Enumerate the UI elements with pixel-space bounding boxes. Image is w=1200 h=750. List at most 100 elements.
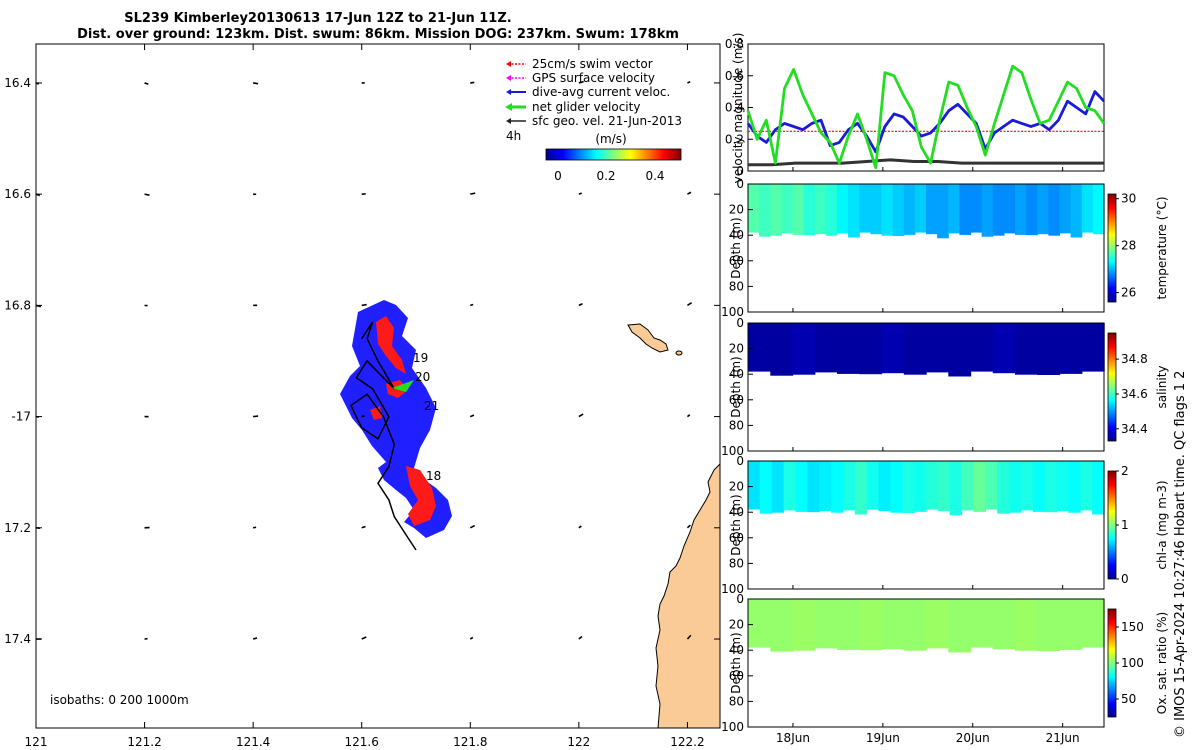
glider-track bbox=[349, 321, 417, 551]
section-cell bbox=[870, 184, 883, 235]
section-cell bbox=[1092, 461, 1105, 515]
section-cell bbox=[1092, 184, 1105, 235]
current-arrow bbox=[578, 635, 583, 640]
depth-tick-label: 40 bbox=[729, 228, 744, 242]
current-arrow bbox=[578, 192, 582, 195]
section-cell bbox=[937, 184, 949, 239]
section-cell bbox=[903, 599, 927, 651]
velocity-series-line bbox=[748, 158, 1104, 167]
depth-tick-label: 80 bbox=[729, 694, 744, 708]
depth-tick-label: 60 bbox=[729, 531, 744, 545]
depth-tick-label: 0 bbox=[736, 592, 744, 606]
depth-tick-label: 60 bbox=[729, 669, 744, 683]
current-arrow bbox=[253, 415, 259, 418]
section-frame bbox=[747, 598, 1105, 728]
section-cell bbox=[926, 184, 938, 235]
colorbar-tick-0: 0 bbox=[554, 169, 562, 183]
section-cell bbox=[1032, 461, 1046, 512]
map-y-tick-label: 17.2 bbox=[4, 521, 31, 535]
current-arrow bbox=[361, 303, 367, 307]
section-cell bbox=[792, 599, 816, 651]
depth-tick-label: 0 bbox=[736, 177, 744, 191]
colorbar-tick-label: 34.6 bbox=[1121, 387, 1148, 401]
velocity-tick-label: 0.6 bbox=[725, 69, 744, 83]
map-x-tick-label: 121.8 bbox=[453, 735, 487, 749]
legend-item-sfc-geo: sfc geo. vel. 21-Jun-2013 bbox=[506, 114, 682, 128]
section-cell bbox=[914, 461, 927, 512]
section-cell bbox=[903, 184, 916, 235]
map-panel: 19 20 21 18 121 121.2 121.4 121.6 121.8 122 12… bbox=[4, 43, 721, 749]
depth-tick-label: 20 bbox=[729, 480, 744, 494]
section-cell bbox=[1056, 461, 1069, 512]
section-cell bbox=[814, 323, 838, 373]
land-coast bbox=[655, 463, 720, 728]
velocity-tick-label: 0.4 bbox=[725, 101, 744, 115]
track-envelope-red-south bbox=[406, 466, 436, 526]
section-cell bbox=[992, 184, 1005, 236]
section-cell bbox=[1026, 184, 1038, 236]
depth-tick-label: 60 bbox=[729, 254, 744, 268]
section-cell bbox=[759, 461, 773, 514]
depth-tick-label: 40 bbox=[729, 643, 744, 657]
section-cell bbox=[948, 599, 972, 653]
section-cell bbox=[842, 461, 856, 511]
section-cell bbox=[1020, 461, 1034, 511]
net-velocity-arrow bbox=[392, 380, 414, 392]
map-frame bbox=[35, 43, 721, 729]
time-tick-label: 21Jun bbox=[1046, 731, 1080, 745]
colorbar-tick-04: 0.4 bbox=[645, 169, 664, 183]
time-tick-label: 19Jun bbox=[866, 731, 900, 745]
section-cell bbox=[770, 323, 794, 376]
depth-tick-label: 60 bbox=[729, 393, 744, 407]
island bbox=[627, 323, 669, 353]
current-arrow bbox=[687, 191, 692, 195]
colorbar-label: temperature (°C) bbox=[1155, 197, 1169, 300]
section-colorbar bbox=[1107, 608, 1117, 718]
colorbar-tick-label: 2 bbox=[1121, 464, 1129, 478]
legend-label-gps: GPS surface velocity bbox=[532, 71, 655, 85]
current-arrow bbox=[361, 636, 367, 640]
day-label-20: 20 bbox=[415, 370, 430, 384]
section-cell bbox=[866, 461, 880, 510]
section-cell bbox=[781, 184, 794, 234]
section-cell bbox=[992, 599, 1016, 650]
section-cell bbox=[792, 323, 816, 375]
section-cell bbox=[748, 599, 771, 648]
section-colorbar bbox=[1107, 193, 1117, 303]
velocity-series bbox=[746, 64, 1106, 170]
section-cell bbox=[970, 184, 983, 233]
section-cell bbox=[1015, 323, 1038, 375]
section-cell bbox=[1015, 599, 1038, 651]
map-x-tick-label: 121.6 bbox=[345, 735, 379, 749]
current-arrow bbox=[144, 193, 150, 196]
section-cell bbox=[985, 461, 998, 510]
section-cell bbox=[831, 461, 844, 513]
velocity-panel: 0 0.2 0.4 0.6 0.8 velocity magnitude (m/s) bbox=[725, 33, 1106, 184]
colorbar-tick-label: 1 bbox=[1121, 518, 1129, 532]
depth-tick-label: 20 bbox=[729, 618, 744, 632]
depth-tick-label: 100 bbox=[721, 444, 744, 458]
colorbar-label: chl-a (mg m-3) bbox=[1155, 480, 1169, 569]
depth-tick-label: 100 bbox=[721, 305, 744, 319]
depth-tick-label: 0 bbox=[736, 454, 744, 468]
depth-tick-label: 100 bbox=[721, 720, 744, 734]
current-arrow bbox=[470, 303, 474, 307]
colorbar-tick-label: 150 bbox=[1121, 620, 1144, 634]
velocity-ylabel: velocity magnitude (m/s) bbox=[731, 33, 745, 184]
map-x-tick-label: 122.2 bbox=[670, 735, 704, 749]
section-cell bbox=[748, 323, 771, 372]
depth-tick-label: 40 bbox=[729, 505, 744, 519]
section-cell bbox=[859, 184, 871, 233]
section-cell bbox=[926, 599, 949, 649]
map-x-tick-label: 121.2 bbox=[127, 735, 161, 749]
current-arrow bbox=[361, 525, 366, 529]
section-cell bbox=[783, 461, 797, 511]
section-cell bbox=[770, 599, 794, 652]
section-cell bbox=[981, 184, 994, 237]
section-cell bbox=[854, 461, 868, 515]
colorbar-tick-label: 0 bbox=[1121, 572, 1129, 586]
section-cell bbox=[926, 323, 949, 373]
section-ylabel: Depth (m) bbox=[729, 632, 743, 693]
section-cell bbox=[837, 599, 860, 650]
